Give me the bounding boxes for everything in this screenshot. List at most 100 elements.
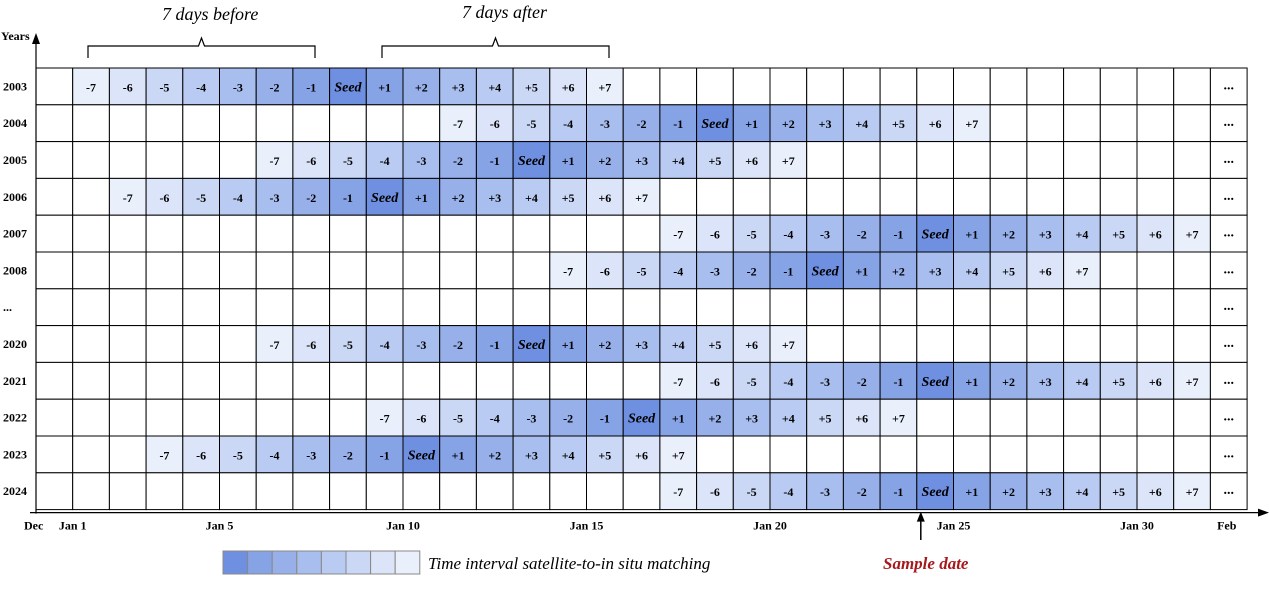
offset-label: +1 [965,228,978,242]
grid-cell [1173,435,1211,474]
offset-label: -5 [159,80,169,94]
grid-cell [586,104,624,143]
grid-cell [145,472,184,511]
offset-label: -7 [380,412,390,426]
grid-cell [953,288,991,327]
grid-cell [108,325,147,363]
ellipsis-text: ... [1224,226,1235,241]
grid-cell [1026,141,1065,179]
grid-cell [622,288,661,327]
before-brace-label: 7 days before [162,4,259,24]
offset-label: -4 [380,154,390,168]
grid-cell [769,251,808,290]
grid-cell [439,361,477,400]
grid-cell [842,435,881,474]
grid-cell [1063,251,1101,290]
grid-cell [108,398,147,437]
grid-cell [329,67,367,106]
grid-cell [989,361,1028,400]
grid-cell [1173,214,1211,253]
offset-label: +2 [782,117,795,131]
offset-label: +4 [525,191,538,205]
grid-cell [879,288,918,327]
ellipsis-cell [1209,288,1248,327]
grid-cell [72,177,110,216]
grid-cell [512,361,551,400]
grid-cell [549,104,587,143]
grid-cell [329,435,367,474]
offset-label: +5 [709,154,722,168]
offset-label: -7 [673,485,683,499]
grid-cell [806,288,844,327]
grid-cell [732,141,771,179]
grid-cell [72,141,110,179]
offset-label: -3 [306,448,316,462]
grid-cell [35,361,74,400]
grid-cell [365,472,404,511]
grid-cell [1099,214,1138,253]
grid-cell [292,177,331,216]
grid-cell [1026,435,1065,474]
grid-cell [842,288,881,327]
grid-cell [72,67,110,106]
offset-label: -3 [820,485,830,499]
legend-swatch [271,550,298,575]
grid-cell [1063,104,1101,143]
offset-label: +3 [452,80,465,94]
grid-cell [806,104,844,143]
grid-cell [769,141,808,179]
offset-label: -6 [306,154,316,168]
offset-label: -6 [710,485,720,499]
grid-cell [586,325,624,363]
grid-cell [329,251,367,290]
offset-label: +4 [1076,485,1089,499]
grid-cell [1173,141,1211,179]
offset-label: +7 [598,80,611,94]
legend-swatch [394,550,421,575]
grid-cell [182,325,221,363]
offset-label: -7 [123,191,133,205]
offset-label: +4 [672,338,685,352]
grid-cell [586,361,624,400]
grid-cell [879,177,918,216]
grid-cell [512,325,551,363]
grid-cell [475,288,514,327]
grid-cell [1063,177,1101,216]
grid-cell [145,288,184,327]
offset-label: +6 [562,80,575,94]
offset-label: -2 [563,412,573,426]
grid-cell [1063,141,1101,179]
grid-cell [1063,67,1101,106]
offset-label: +2 [415,80,428,94]
offset-label: +5 [1112,485,1125,499]
seed-label: Seed [518,154,546,169]
y-axis-arrow [32,33,40,44]
grid-cell [1173,325,1211,363]
grid-cell [916,325,954,363]
grid-cell [145,177,184,216]
grid-cell [916,67,954,106]
grid-cell [916,398,954,437]
grid-cell [732,177,771,216]
offset-label: -6 [306,338,316,352]
offset-label: +2 [1002,228,1015,242]
ellipsis-cell [1209,398,1248,437]
legend-label: Time interval satellite-to-in situ match… [428,554,711,573]
offset-label: -1 [893,485,903,499]
offset-label: +5 [1112,228,1125,242]
grid-cell [696,251,734,290]
offset-label: -2 [857,375,867,389]
ellipsis-cell [1209,472,1248,511]
offset-label: +5 [562,191,575,205]
seed-label: Seed [371,191,399,206]
offset-label: -7 [159,448,169,462]
offset-label: -5 [343,338,353,352]
grid-cell [512,288,551,327]
after-brace [381,36,610,58]
grid-cell [145,251,184,290]
grid-cell [365,104,404,143]
grid-cell [842,177,881,216]
grid-cell [292,325,331,363]
grid-cell [659,104,698,143]
legend-swatch [247,550,273,575]
